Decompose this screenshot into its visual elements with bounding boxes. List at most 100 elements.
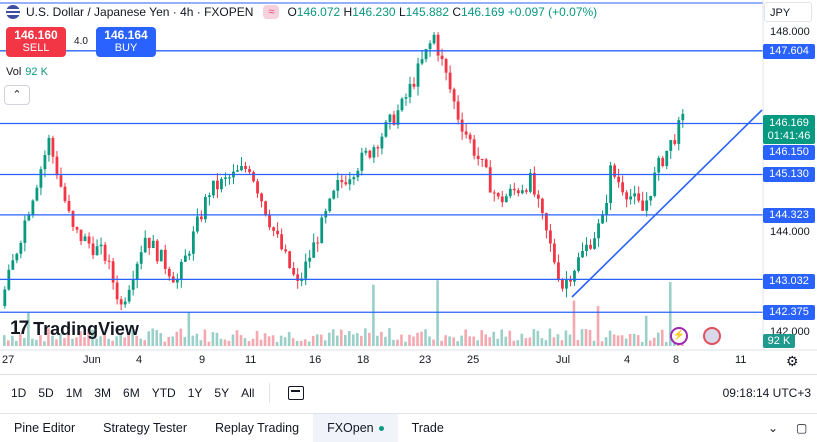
candle-body	[412, 83, 416, 87]
open-value: 146.072	[296, 5, 341, 19]
volume-bar	[295, 340, 299, 346]
tab-pine-editor[interactable]: Pine Editor	[14, 421, 76, 435]
candle-body	[292, 267, 296, 275]
candle-body	[344, 182, 348, 185]
candle-body	[368, 150, 372, 158]
level-tag[interactable]: 147.604	[763, 44, 815, 59]
tab-replay-trading[interactable]: Replay Trading	[215, 421, 300, 435]
volume-bar	[123, 337, 126, 346]
sell-label: SELL	[22, 42, 50, 54]
candle-body	[468, 134, 472, 140]
clock[interactable]: 09:18:14 UTC+3	[722, 386, 811, 400]
volume-label[interactable]: Vol	[6, 66, 22, 78]
volume-bar	[279, 335, 283, 346]
range-all[interactable]: All	[241, 386, 255, 400]
price-chart[interactable]	[0, 0, 817, 372]
range-ytd[interactable]: YTD	[151, 386, 176, 400]
bottom-panel-tabs: Pine Editor Strategy Tester Replay Tradi…	[0, 413, 817, 442]
volume-bar	[400, 334, 403, 346]
volume-bar	[107, 338, 110, 346]
currency-select[interactable]: JPY	[764, 2, 812, 22]
volume-bar	[143, 340, 147, 346]
volume-bar	[544, 340, 548, 346]
volume-bar	[604, 337, 608, 346]
volume-bar	[323, 340, 327, 346]
chevron-up-icon[interactable]: ⌃	[4, 85, 30, 105]
time-tick: 8	[673, 354, 680, 366]
volume-bar	[315, 334, 319, 346]
event-lightning-icon[interactable]: ⚡	[670, 327, 688, 345]
volume-bar	[404, 341, 407, 346]
candle-body	[23, 220, 27, 243]
range-3m[interactable]: 3M	[94, 386, 112, 400]
buy-price: 146.164	[104, 28, 148, 42]
candle-body	[135, 263, 139, 280]
high-label: H	[343, 5, 353, 19]
us-flag-event-icon[interactable]	[703, 327, 721, 345]
chevron-down-icon[interactable]: ⌄	[768, 421, 779, 435]
volume-bar	[380, 331, 383, 346]
level-tag[interactable]: 142.375	[763, 305, 815, 320]
candle-body	[516, 190, 520, 194]
candle-body	[629, 196, 633, 200]
level-tag[interactable]: 145.130	[763, 167, 815, 182]
time-tick: 9	[199, 354, 206, 366]
gear-icon[interactable]: ⚙	[786, 353, 799, 369]
candle-body	[496, 193, 500, 197]
range-1d[interactable]: 1D	[11, 386, 27, 400]
level-tag[interactable]: 146.150	[763, 145, 815, 160]
candle-body	[187, 253, 191, 256]
level-tag[interactable]: 143.032	[763, 274, 815, 289]
candle-body	[332, 190, 336, 199]
volume-bar	[59, 334, 62, 346]
candle-body	[376, 147, 380, 149]
tab-fxopen[interactable]: FXOpen	[313, 414, 398, 442]
maximize-icon[interactable]: ▢	[796, 421, 808, 435]
buy-button[interactable]: 146.164 BUY	[96, 27, 156, 57]
candle-body	[352, 177, 356, 180]
range-5y[interactable]: 5Y	[214, 386, 230, 400]
volume-bar	[636, 335, 640, 346]
volume-bar	[11, 335, 14, 346]
volume-bar	[424, 329, 427, 346]
candle-body	[107, 260, 111, 262]
volume-bar	[259, 339, 263, 346]
time-tick: Jun	[83, 354, 101, 366]
candle-body	[456, 101, 460, 120]
symbol-title[interactable]: U.S. Dollar / Japanese Yen · 4h · FXOPEN	[26, 5, 254, 19]
candle-body	[99, 244, 103, 247]
calendar-icon[interactable]	[288, 386, 305, 400]
candle-body	[601, 214, 604, 224]
sell-button[interactable]: 146.160 SELL	[6, 27, 66, 57]
volume-bar	[476, 340, 479, 346]
candle-body	[167, 268, 171, 277]
volume-bar	[512, 340, 516, 346]
candle-body	[677, 120, 681, 144]
range-1y[interactable]: 1Y	[187, 386, 203, 400]
volume-bar	[440, 340, 443, 346]
tab-strategy-tester[interactable]: Strategy Tester	[103, 421, 187, 435]
range-1m[interactable]: 1M	[65, 386, 83, 400]
volume-bar	[23, 338, 26, 346]
tradingview-logo[interactable]: 17 TradingView	[10, 318, 139, 340]
range-5d[interactable]: 5D	[38, 386, 54, 400]
volume-bar	[592, 340, 596, 346]
candle-body	[11, 260, 15, 270]
volume-bar	[207, 341, 211, 346]
volume-bar	[291, 338, 295, 346]
market-status-icon[interactable]: ≈	[263, 5, 280, 19]
candle-body	[3, 289, 7, 306]
candle-body	[308, 257, 312, 262]
range-6m[interactable]: 6M	[123, 386, 140, 400]
tab-trade[interactable]: Trade	[411, 421, 444, 435]
volume-bar	[656, 332, 660, 346]
level-tag[interactable]: 144.323	[763, 208, 815, 223]
candle-body	[428, 43, 432, 50]
candle-body	[203, 197, 207, 220]
chart-canvas[interactable]	[0, 0, 817, 372]
candle-body	[561, 279, 564, 289]
volume-bar	[516, 340, 520, 346]
time-tick: Jul	[556, 354, 571, 366]
volume-bar	[227, 340, 231, 346]
volume-bar	[119, 332, 122, 346]
